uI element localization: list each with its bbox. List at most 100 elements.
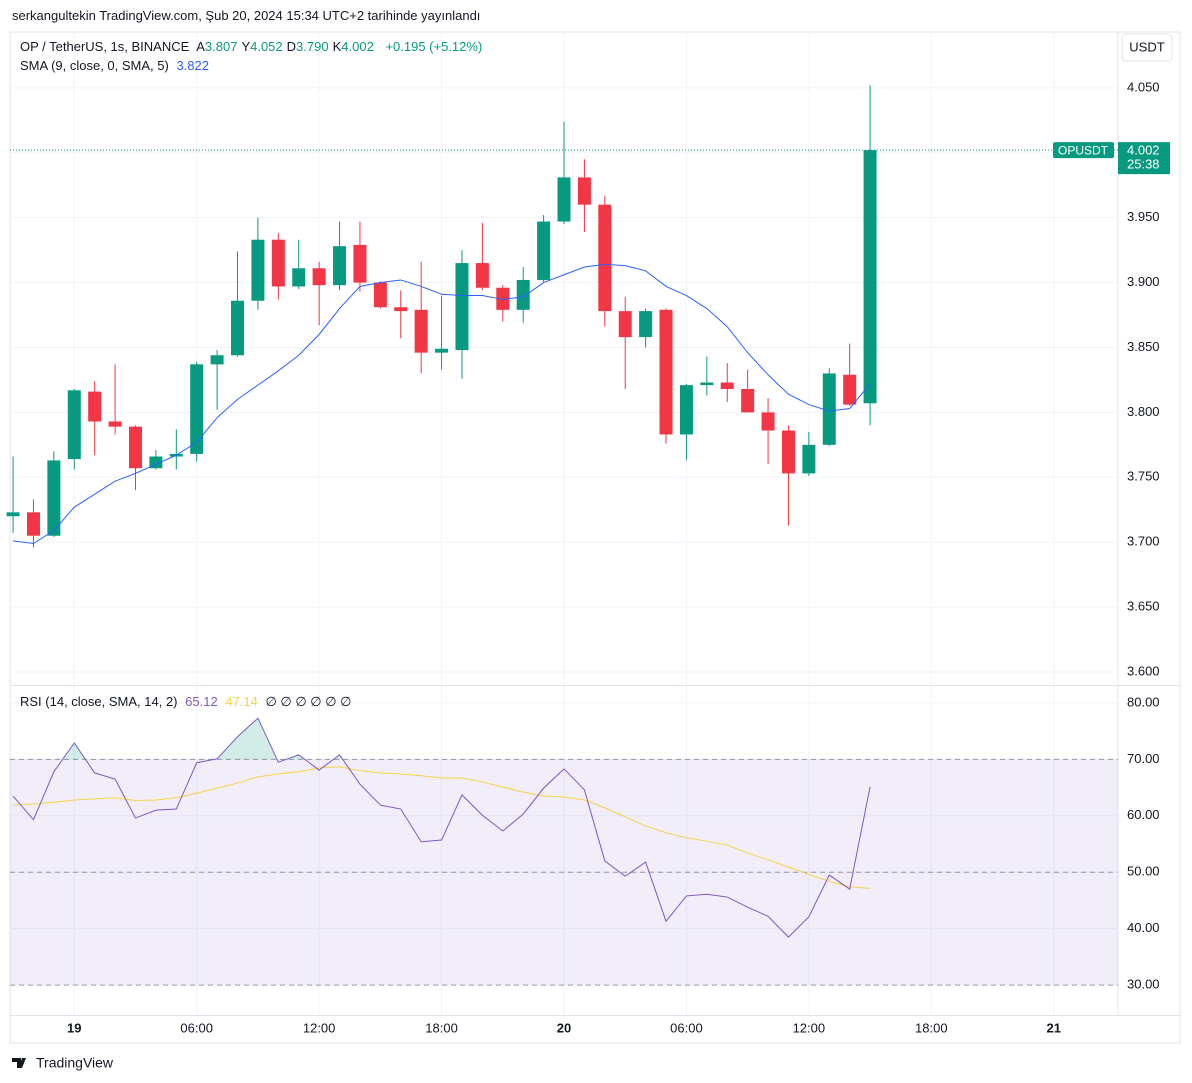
- rsi-ma-value: 47.14: [225, 694, 258, 709]
- candle-body: [863, 150, 877, 404]
- candle-body: [292, 268, 306, 287]
- countdown: 25:38: [1127, 157, 1160, 172]
- y-tick-label: 3.700: [1127, 534, 1160, 549]
- symbol-title: OP / TetherUS, 1s, BINANCE: [20, 39, 190, 54]
- brand-logo: [12, 1058, 26, 1068]
- candle-body: [639, 311, 653, 338]
- x-tick-label: 20: [557, 1020, 571, 1035]
- ohlc-value: 4.052: [250, 39, 283, 54]
- candle-body: [333, 246, 347, 286]
- rsi-value: 65.12: [185, 694, 218, 709]
- ohlc-key: Y: [241, 39, 251, 54]
- candle-body: [149, 456, 163, 469]
- y-tick-label: 80.00: [1127, 694, 1160, 709]
- sma-line: [12, 263, 871, 545]
- candle-body: [435, 348, 449, 353]
- candle-body: [271, 239, 285, 287]
- y-tick-label: 70.00: [1127, 751, 1160, 766]
- y-tick-label: 3.950: [1127, 209, 1160, 224]
- candle-body: [455, 263, 469, 351]
- currency-label[interactable]: USDT: [1129, 39, 1164, 54]
- candle-body: [720, 382, 734, 390]
- symbol-tag-bg: [1053, 142, 1114, 159]
- x-tick-label: 06:00: [670, 1020, 703, 1035]
- y-tick-label: 4.050: [1127, 79, 1160, 94]
- y-tick-label: 3.750: [1127, 469, 1160, 484]
- chart-frame: [9, 31, 1181, 1044]
- y-tick-label: 50.00: [1127, 864, 1160, 879]
- candle-body: [67, 390, 81, 460]
- x-tick-label: 18:00: [915, 1020, 948, 1035]
- y-tick-label: 3.800: [1127, 404, 1160, 419]
- ohlc-key: D: [286, 39, 297, 54]
- y-tick-label: 40.00: [1127, 920, 1160, 935]
- ohlc-value: 3.790: [296, 39, 329, 54]
- candle-body: [88, 391, 102, 422]
- x-tick-label: 21: [1046, 1020, 1060, 1035]
- brand: TradingView: [36, 1055, 114, 1071]
- candle-body: [618, 311, 632, 338]
- candle-body: [128, 426, 142, 469]
- change: +0.195 (+5.12%): [385, 39, 483, 54]
- currency-button[interactable]: [1121, 33, 1173, 62]
- candle-body: [108, 421, 122, 427]
- candle-body: [802, 444, 816, 474]
- rsi-name: RSI (14, close, SMA, 14, 2): [20, 694, 178, 709]
- y-tick-label: 3.600: [1127, 663, 1160, 678]
- ohlc-key: K: [332, 39, 342, 54]
- x-tick-label: 06:00: [180, 1020, 213, 1035]
- ohlc-key: A: [196, 39, 205, 54]
- sma-value: 3.822: [176, 58, 209, 73]
- candle-body: [353, 244, 367, 283]
- y-tick-label: 60.00: [1127, 807, 1160, 822]
- candle-body: [577, 177, 591, 205]
- candle-body: [312, 268, 326, 286]
- candle-body: [251, 239, 265, 301]
- rsi-line: [12, 717, 871, 938]
- candle-body: [557, 177, 571, 222]
- candle-body: [843, 374, 857, 405]
- y-tick-label: 30.00: [1127, 977, 1160, 992]
- symbol-tag: OPUSDT: [1058, 143, 1109, 157]
- candle-body: [659, 309, 673, 435]
- ohlc: A3.807 Y4.052 D3.790 K4.002: [196, 39, 378, 54]
- publisher: serkangultekin TradingView.com, Şub 20, …: [12, 8, 481, 23]
- y-tick-label: 3.650: [1127, 599, 1160, 614]
- candle-body: [210, 355, 224, 365]
- price-tag-bg: [1118, 142, 1170, 175]
- price-legend: OP / TetherUS, 1s, BINANCE A3.807 Y4.052 D…: [20, 39, 486, 54]
- candle-body: [414, 309, 428, 353]
- candle-body: [741, 389, 755, 413]
- ohlc-value: 3.807: [204, 39, 238, 54]
- candle-body: [679, 385, 693, 435]
- candle-body: [537, 221, 551, 280]
- candle-body: [373, 282, 387, 308]
- x-tick-label: 19: [67, 1020, 81, 1035]
- candle-body: [516, 279, 530, 310]
- y-tick-label: 3.850: [1127, 339, 1160, 354]
- candle-body: [26, 512, 40, 536]
- x-tick-label: 12:00: [793, 1020, 826, 1035]
- candle-body: [47, 460, 61, 536]
- candle-body: [761, 412, 775, 431]
- candle-body: [781, 430, 795, 474]
- candle-body: [700, 382, 714, 386]
- rsi-na: ∅ ∅ ∅ ∅ ∅ ∅: [265, 694, 352, 709]
- candle-body: [496, 287, 510, 310]
- rsi-legend: RSI (14, close, SMA, 14, 2) 65.12 47.14 …: [20, 694, 356, 710]
- candle-body: [822, 373, 836, 445]
- publisher-line: serkangultekin TradingView.com, Şub 20, …: [12, 8, 484, 23]
- ohlc-value: 4.002: [341, 39, 374, 54]
- x-tick-label: 18:00: [425, 1020, 458, 1035]
- x-tick-label: 12:00: [303, 1020, 336, 1035]
- candle-body: [598, 204, 612, 312]
- candle-body: [190, 364, 204, 454]
- candle-body: [231, 300, 245, 356]
- rsi-ma-line: [13, 766, 871, 889]
- candle-body: [6, 512, 20, 517]
- price-tag: 4.002: [1127, 143, 1160, 158]
- candle-body: [475, 263, 489, 288]
- candle-body: [394, 307, 408, 312]
